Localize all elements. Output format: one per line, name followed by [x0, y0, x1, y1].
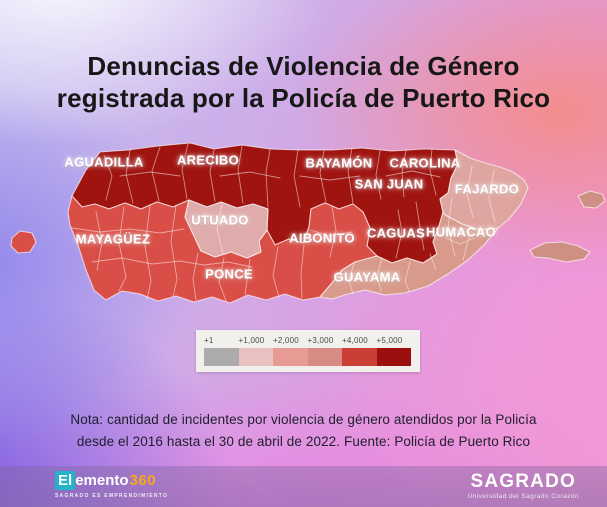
- region-label-mayagüez: MAYAGÜEZ: [75, 231, 151, 247]
- island-culebra-polygon: [577, 190, 606, 209]
- legend-tick-label: +1: [204, 336, 214, 345]
- region-label-utuado: UTUADO: [191, 212, 249, 228]
- island-vieques-polygon: [529, 241, 591, 263]
- region-label-bayamón: BAYAMÓN: [305, 155, 373, 171]
- legend-tick-label: +5,000: [376, 336, 403, 345]
- region-label-guayama: GUAYAMA: [333, 269, 401, 285]
- note-line-2: desde el 2016 hasta el 30 de abril de 20…: [76, 433, 531, 449]
- region-label-caguas: CAGUAS: [366, 225, 426, 241]
- legend-color-swatch: [204, 348, 239, 366]
- elemento360-360-text: 360: [129, 472, 157, 489]
- municipality-borders: [71, 143, 496, 302]
- map-legend: +1 +1,000 +2,000 +3,000 +4,000 +5,000: [196, 330, 420, 372]
- elemento360-wordmark: El emento 360: [55, 471, 168, 490]
- elemento360-tagline: SAGRADO ES EMPRENDIMIENTO: [55, 493, 169, 499]
- region-label-ponce: PONCE: [205, 266, 253, 282]
- legend-item: +5,000: [376, 336, 411, 366]
- region-label-humacao: HUMACAO: [426, 224, 496, 240]
- footer-bar: El emento 360 SAGRADO ES EMPRENDIMIENTO SA…: [0, 466, 607, 507]
- legend-color-swatch: [238, 348, 273, 366]
- elemento360-logo: El emento 360 SAGRADO ES EMPRENDIMIENTO: [55, 471, 168, 499]
- legend-tick-label: +3,000: [307, 336, 334, 345]
- legend-scale: +1 +1,000 +2,000 +3,000 +4,000 +5,000: [204, 336, 411, 366]
- legend-item: +1: [204, 336, 239, 366]
- sagrado-wordmark: SAGRADO: [470, 471, 576, 492]
- legend-color-swatch: [307, 348, 342, 366]
- region-label-arecibo: ARECIBO: [176, 152, 240, 168]
- island-mona-polygon: [10, 230, 37, 254]
- legend-item: +2,000: [273, 336, 308, 366]
- title-line-1: Denuncias de Violencia de Género: [87, 51, 520, 82]
- legend-color-swatch: [342, 348, 377, 366]
- legend-item: +4,000: [342, 336, 377, 366]
- legend-color-swatch: [376, 348, 411, 366]
- legend-tick-label: +1,000: [238, 336, 265, 345]
- elemento360-el-badge: El: [55, 471, 76, 490]
- region-utuado-polygon: [184, 199, 269, 259]
- note-line-1: Nota: cantidad de incidentes por violenc…: [70, 411, 537, 427]
- sagrado-subtitle: Universidad del Sagrado Corazón: [467, 493, 579, 500]
- region-label-aguadilla: AGUADILLA: [64, 154, 144, 170]
- legend-color-swatch: [273, 348, 308, 366]
- legend-tick-label: +4,000: [342, 336, 368, 345]
- region-label-carolina: CAROLINA: [389, 155, 461, 171]
- legend-item: +3,000: [307, 336, 342, 366]
- title-line-2: registrada por la Policía de Puerto Rico: [56, 83, 551, 114]
- region-southeast-polygon: [319, 211, 499, 300]
- region-label-fajardo: FAJARDO: [454, 181, 520, 197]
- page-title: Denuncias de Violencia de Género registr…: [0, 50, 607, 114]
- source-note: Nota: cantidad de incidentes por violenc…: [0, 409, 607, 453]
- region-west-south-polygon: [67, 195, 378, 304]
- legend-item: +1,000: [238, 336, 273, 366]
- region-label-san-juan: SAN JUAN: [354, 176, 424, 192]
- elemento360-emento-text: emento: [75, 472, 129, 489]
- legend-tick-label: +2,000: [273, 336, 299, 345]
- region-label-aibonito: AIBONITO: [289, 230, 355, 246]
- sagrado-logo: SAGRADO Universidad del Sagrado Corazón: [467, 472, 579, 500]
